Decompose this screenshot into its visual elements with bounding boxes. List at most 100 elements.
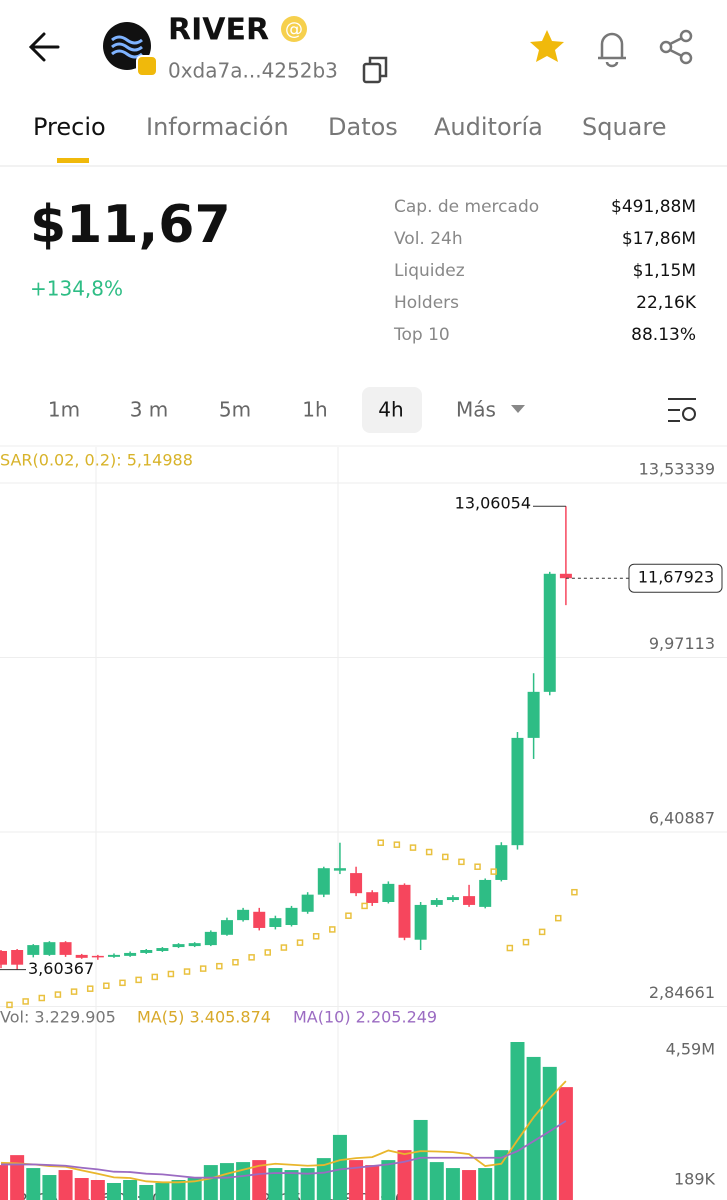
favorite-star[interactable] [530,30,564,62]
last-price-box [628,563,723,593]
sar-dot [377,839,384,846]
tab[interactable]: Precio [33,113,106,141]
ma10-label: MA(10) 2.205.249 [293,1008,437,1027]
sar-dot [555,914,562,922]
volume-bar [526,1056,541,1200]
sar-dot [135,976,142,984]
token-title: RIVER [168,13,269,48]
high-label: 13,06054 [455,494,531,513]
stat-label: Vol. 24h [394,229,463,249]
candle-body [479,879,492,907]
sar-dot [151,973,159,981]
share-icon[interactable] [659,29,693,65]
candle-body [350,873,363,894]
tab[interactable]: Square [582,113,667,141]
volume-bar [365,1165,380,1200]
indicator-label: SAR(0.02, 0.2): 5,14988 [0,451,193,470]
sar-dot [312,933,320,940]
volume-bar [413,1119,428,1200]
y-tick-label: 6,40887 [649,809,715,828]
stats: Cap. de mercado $491,88M Vol. 24h $17,86M Li… [393,197,697,345]
candle-body [463,896,476,905]
interval[interactable]: 1h [302,398,327,422]
candle-body [398,884,411,938]
volume-bar [42,1175,57,1200]
stat-label: Liquidez [394,261,465,281]
sar-dot [22,998,29,1005]
tab[interactable]: Datos [328,113,398,141]
volume-bar [155,1182,170,1200]
tab-indicator [57,158,89,163]
candle-body [333,868,346,871]
sar-dot [474,863,481,870]
candle-body [317,868,330,895]
candle-body [172,944,185,948]
chart-settings-icon[interactable] [668,398,696,422]
sar-dot [264,949,271,956]
sar-dot [199,965,207,972]
tab[interactable]: Información [146,113,289,141]
volume-bar [268,1168,283,1200]
y-tick-label: 9,97113 [649,634,715,653]
volume-bar [236,1162,251,1200]
sar-dot [393,841,401,848]
stat-value: 22,16K [636,293,697,313]
interval[interactable]: 4h [378,398,403,422]
candle-body [156,948,169,951]
stat-value: $491,88M [611,197,696,217]
candle-body [285,907,298,926]
volume-label: Vol: 3.229.905 [0,1008,116,1027]
sar-dot [329,926,336,933]
volume-bar [10,1155,25,1200]
sar-dot [506,944,514,952]
copy-icon[interactable] [362,56,388,84]
candle-body [91,955,104,958]
volume-bar [219,1163,234,1200]
interval[interactable]: 1m [48,398,80,422]
back-button[interactable] [28,32,60,62]
interval[interactable]: Más [456,398,496,422]
volume-bar [300,1168,315,1200]
volume-bar [252,1160,267,1200]
volume-bar [316,1158,331,1200]
stat-value: $1,15M [633,261,696,281]
candle-body [204,931,217,946]
candle-body [43,942,56,955]
volume-bar [462,1170,477,1200]
volume-bar [510,1042,525,1200]
volume-bar [0,1165,8,1200]
volume-bar [106,1182,121,1200]
last-price-label: 11,67923 [638,568,714,587]
candle-body [188,943,201,947]
sar-dot [442,853,449,861]
volume-bar [203,1165,218,1200]
sar-dot [54,991,62,998]
candle-body [269,918,282,927]
candle-body [511,737,524,846]
volume-bar [90,1180,105,1200]
candle-body [140,950,153,953]
volume-bar [542,1066,557,1200]
interval[interactable]: 5m [219,398,251,422]
stat-label: Holders [394,293,459,313]
candle-body [446,897,459,901]
sar-dot [216,962,223,970]
candle-body [124,952,137,956]
stat-value: $17,86M [622,229,696,249]
tab[interactable]: Auditoría [434,113,543,141]
candle-body [366,892,379,903]
sar-dot [86,985,94,992]
interval[interactable]: 3 m [130,398,169,422]
tab-bar: Precio Información Datos Auditoría Square [33,113,667,141]
sar-dot [248,954,255,961]
sar-dot [458,858,465,866]
candle-body [430,900,443,905]
sar-dot [345,912,352,919]
volume-tick-label: 4,59M [666,1040,715,1059]
sar-dot [538,928,546,936]
volume-bar [171,1180,186,1200]
price-change: +134,8% [30,277,123,301]
bell-icon[interactable] [598,32,626,68]
sar-dot [296,939,304,946]
